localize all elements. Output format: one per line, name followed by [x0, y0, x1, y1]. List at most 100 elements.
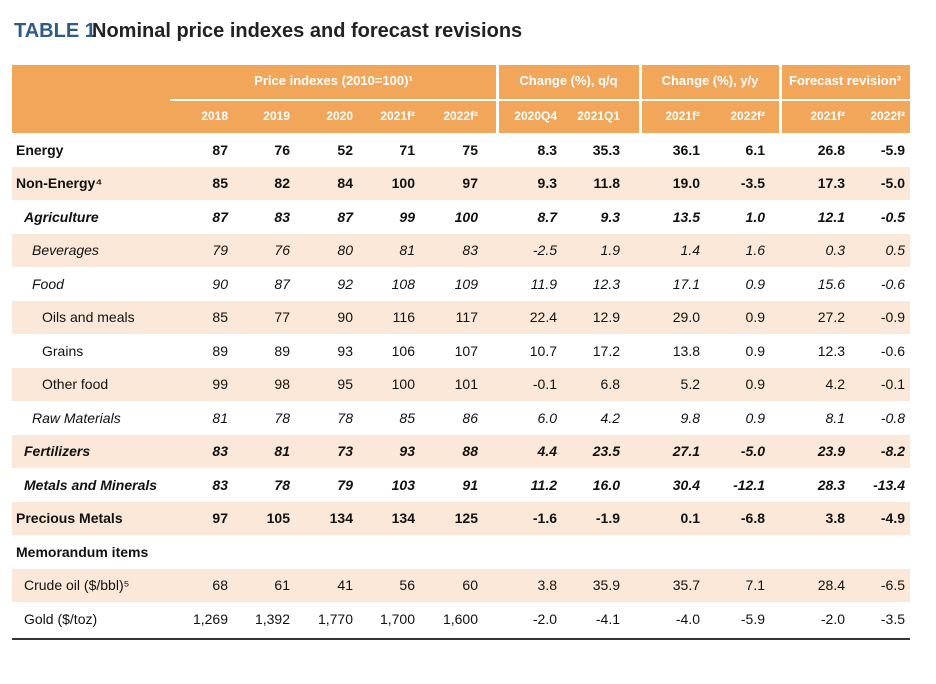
cell: 23.5 — [592, 443, 620, 460]
cell: 134 — [391, 510, 415, 527]
cell: 35.9 — [592, 577, 620, 594]
table-row — [12, 434, 910, 468]
cell: 60 — [462, 577, 478, 594]
table-row — [12, 233, 910, 267]
cell: -0.1 — [880, 376, 905, 393]
cell: 7.1 — [745, 577, 765, 594]
cell: -0.1 — [532, 376, 557, 393]
cell: 17.1 — [672, 275, 700, 292]
row-label: Crude oil ($/bbl)⁵ — [24, 577, 130, 594]
group-header: Forecast revision³ — [789, 73, 901, 88]
cell: 80 — [337, 242, 353, 259]
cell: 103 — [391, 476, 415, 493]
cell: -5.9 — [740, 610, 765, 627]
cell: 28.3 — [817, 476, 845, 493]
cell: 3.8 — [537, 577, 557, 594]
cell: 11.2 — [530, 476, 557, 493]
cell: 116 — [392, 309, 415, 326]
cell: 13.5 — [672, 208, 700, 225]
column-header: 2021f² — [810, 109, 845, 123]
cell: 81 — [399, 242, 415, 259]
cell: 76 — [274, 141, 290, 158]
cell: 6.8 — [600, 376, 620, 393]
cell: 0.9 — [745, 342, 765, 359]
cell: 27.1 — [672, 443, 700, 460]
column-header: 2018 — [201, 109, 228, 123]
cell: 84 — [337, 175, 353, 192]
cell: 83 — [274, 208, 290, 225]
column-header: 2022f² — [870, 109, 905, 123]
cell: 23.9 — [817, 443, 845, 460]
cell: 12.9 — [592, 309, 620, 326]
cell: 4.4 — [537, 443, 557, 460]
cell: 8.7 — [537, 208, 557, 225]
cell: 99 — [212, 376, 228, 393]
row-label: Beverages — [32, 242, 99, 259]
cell: -0.6 — [880, 342, 905, 359]
cell: 91 — [462, 476, 478, 493]
cell: 109 — [454, 275, 478, 292]
cell: 17.2 — [592, 342, 620, 359]
cell: 0.9 — [745, 275, 765, 292]
cell: 0.5 — [885, 242, 905, 259]
cell: -3.5 — [880, 610, 905, 627]
cell: 90 — [212, 275, 228, 292]
cell: 12.1 — [817, 208, 845, 225]
cell: 98 — [274, 376, 290, 393]
cell: 95 — [337, 376, 353, 393]
cell: 71 — [399, 141, 415, 158]
cell: 86 — [462, 409, 478, 426]
cell: -12.1 — [733, 476, 765, 493]
cell: 105 — [266, 510, 290, 527]
cell: 36.1 — [672, 141, 700, 158]
cell: 88 — [462, 443, 478, 460]
cell: 13.8 — [672, 342, 700, 359]
cell: 93 — [337, 342, 353, 359]
cell: 8.1 — [825, 409, 845, 426]
cell: 125 — [454, 510, 478, 527]
cell: 87 — [274, 275, 290, 292]
cell: 99 — [399, 208, 415, 225]
cell: 87 — [212, 141, 228, 158]
cell: 81 — [274, 443, 290, 460]
cell: 0.1 — [680, 510, 700, 527]
cell: 11.8 — [593, 175, 620, 192]
row-label: Grains — [42, 342, 84, 359]
cell: 1.6 — [745, 242, 765, 259]
row-label: Metals and Minerals — [24, 476, 158, 493]
header-rule — [170, 99, 910, 101]
cell: 78 — [337, 409, 353, 426]
table-row — [12, 300, 910, 334]
cell: 1,600 — [442, 610, 478, 627]
cell: 1.0 — [745, 208, 765, 225]
cell: 83 — [462, 242, 478, 259]
cell: -1.6 — [532, 510, 557, 527]
cell: 85 — [212, 175, 228, 192]
table-row — [12, 501, 910, 535]
cell: 89 — [212, 342, 228, 359]
cell: 85 — [212, 309, 228, 326]
cell: 15.6 — [817, 275, 845, 292]
cell: -2.0 — [820, 610, 845, 627]
cell: 83 — [212, 443, 228, 460]
cell: -8.2 — [880, 443, 905, 460]
cell: 27.2 — [817, 309, 845, 326]
cell: 75 — [462, 141, 478, 158]
cell: 12.3 — [592, 275, 620, 292]
cell: 11.9 — [530, 275, 557, 292]
cell: -1.9 — [595, 510, 620, 527]
row-label: Fertilizers — [24, 443, 91, 460]
cell: 0.9 — [745, 376, 765, 393]
bottom-rule — [12, 637, 910, 640]
cell: 0.3 — [825, 242, 845, 259]
cell: -4.0 — [675, 610, 700, 627]
cell: 73 — [337, 443, 353, 460]
cell: 0.9 — [745, 309, 765, 326]
cell: 4.2 — [825, 376, 845, 393]
cell: 100 — [391, 175, 415, 192]
row-label: Raw Materials — [32, 409, 121, 426]
cell: 100 — [391, 376, 415, 393]
cell: 28.4 — [817, 577, 845, 594]
cell: 100 — [454, 208, 478, 225]
cell: 16.0 — [592, 476, 620, 493]
